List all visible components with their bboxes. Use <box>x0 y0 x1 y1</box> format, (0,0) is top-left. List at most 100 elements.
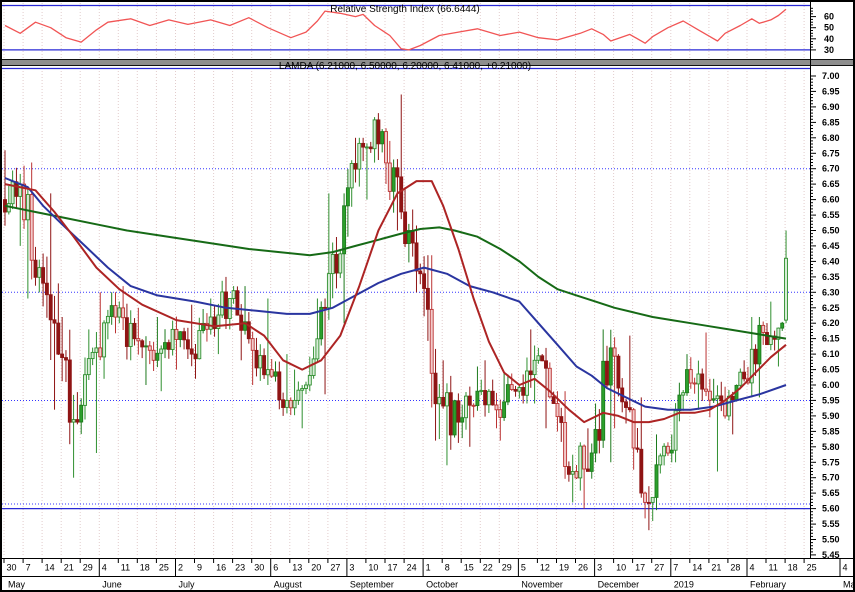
candle-body <box>216 314 221 329</box>
candle-body <box>544 360 548 369</box>
candle-body <box>258 355 263 369</box>
candle-body <box>441 396 446 407</box>
month-label: October <box>426 580 458 590</box>
candle-body <box>387 162 392 192</box>
candle-body <box>631 409 636 449</box>
candle-body <box>761 324 766 333</box>
candle-body <box>235 290 240 316</box>
month-label: September <box>350 580 394 590</box>
candle-body <box>605 360 609 386</box>
price-axis-label: 6.85 <box>822 117 840 127</box>
candle-body <box>368 146 373 150</box>
candle-body <box>578 445 583 479</box>
candle-body <box>269 369 274 377</box>
candle-body <box>643 492 648 503</box>
candle-body <box>140 340 145 348</box>
candle-body <box>448 392 453 436</box>
price-axis-label: 5.75 <box>822 457 840 467</box>
candle-body <box>33 259 38 278</box>
candle-body <box>757 324 762 365</box>
candle-body <box>467 395 472 406</box>
candle-body <box>300 388 305 391</box>
candle-body <box>559 416 564 423</box>
candle-body <box>18 183 23 197</box>
candle-body <box>163 342 167 350</box>
candle-body <box>730 395 735 401</box>
candle-body <box>281 399 286 408</box>
ma-short-red <box>4 180 787 424</box>
month-label: 2019 <box>674 580 694 590</box>
candle-body <box>765 332 769 346</box>
candle-body <box>326 273 331 309</box>
candle-body <box>582 445 587 470</box>
candle-body <box>94 347 99 353</box>
candle-body <box>254 349 259 369</box>
date-tick-label: 5 <box>521 563 526 573</box>
candle-body <box>364 146 369 149</box>
candle-body <box>315 338 320 360</box>
candle-body <box>197 330 202 360</box>
month-label: July <box>179 580 196 590</box>
candle-body <box>136 338 141 342</box>
candle-body <box>627 407 632 411</box>
price-axis-label: 6.00 <box>822 380 840 390</box>
date-tick-label: 17 <box>635 563 645 573</box>
date-tick-label: 13 <box>292 563 302 573</box>
date-tick-label: 2 <box>178 563 183 573</box>
candle-body <box>220 291 225 316</box>
candle-body <box>44 282 49 296</box>
candle-body <box>41 267 46 284</box>
date-tick-label: 7 <box>673 563 678 573</box>
candle-body <box>494 404 499 411</box>
price-axis-label: 6.70 <box>822 164 840 174</box>
ma-medium-blue <box>4 177 787 411</box>
candle-body <box>124 317 129 347</box>
candle-body <box>486 390 491 406</box>
date-tick-label: 11 <box>769 563 778 573</box>
price-axis-label: 5.55 <box>822 519 840 529</box>
date-tick-label: 17 <box>388 563 398 573</box>
candle-body <box>601 360 606 441</box>
date-tick-label: 15 <box>464 563 474 573</box>
price-axis-label: 6.25 <box>822 303 840 313</box>
candle-body <box>585 468 590 472</box>
candle-body <box>566 466 571 475</box>
candle-body <box>52 319 57 324</box>
candle-body <box>479 390 484 392</box>
candle-body <box>105 315 110 324</box>
candle-body <box>433 372 438 405</box>
candlesticks <box>3 94 788 531</box>
candle-body <box>250 338 255 351</box>
candle-body <box>48 294 53 321</box>
rsi-axis-label: 30 <box>824 45 834 55</box>
candle-body <box>98 347 103 358</box>
candle-body <box>144 345 148 348</box>
candle-body <box>471 404 476 407</box>
date-tick-label: 4 <box>102 563 107 573</box>
candle-body <box>296 389 301 401</box>
candle-body <box>224 291 228 319</box>
candle-body <box>155 352 160 361</box>
date-tick-label: 19 <box>559 563 569 573</box>
candle-body <box>399 176 404 213</box>
month-label: June <box>102 580 122 590</box>
candle-body <box>159 348 164 354</box>
price-axis-label: 5.45 <box>822 550 840 560</box>
candle-body <box>391 167 396 192</box>
date-tick-label: 25 <box>807 563 817 573</box>
month-label: Ma <box>843 580 855 590</box>
candle-body <box>201 322 206 331</box>
price-axis-label: 5.60 <box>822 504 840 514</box>
candle-body <box>311 358 316 376</box>
date-tick-label: 12 <box>540 563 550 573</box>
candle-body <box>345 187 350 207</box>
candle-body <box>288 399 293 409</box>
candle-body <box>204 322 209 330</box>
date-tick-label: 25 <box>159 563 169 573</box>
candle-body <box>536 355 541 361</box>
candle-body <box>639 448 644 494</box>
candle-body <box>658 455 663 466</box>
candle-body <box>406 230 411 244</box>
candle-body <box>685 369 689 394</box>
